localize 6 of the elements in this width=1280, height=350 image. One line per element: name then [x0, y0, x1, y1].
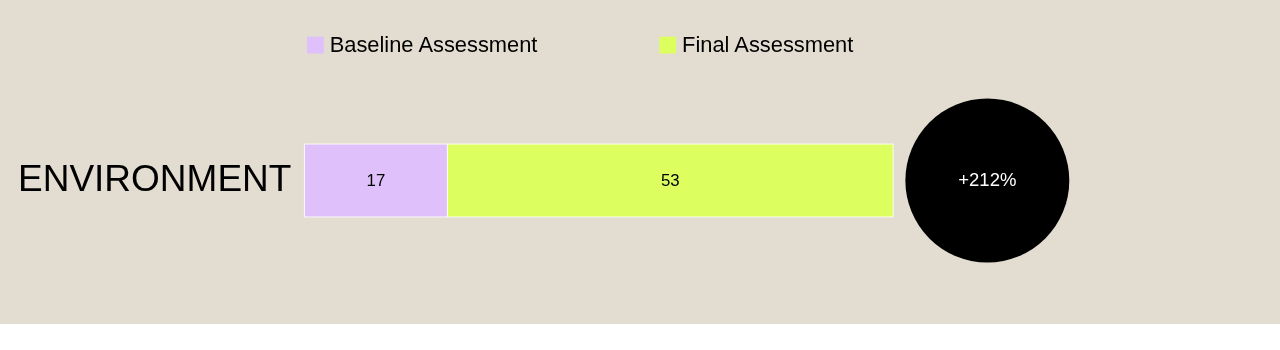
legend-label: Final Assessment	[682, 31, 854, 57]
y-tick-label: ENVIRONMENT	[18, 158, 292, 200]
data-label: 53	[660, 170, 680, 190]
data-label: 17	[366, 170, 386, 190]
legend-label: Baseline Assessment	[329, 31, 538, 57]
text: +212%	[958, 169, 1017, 191]
